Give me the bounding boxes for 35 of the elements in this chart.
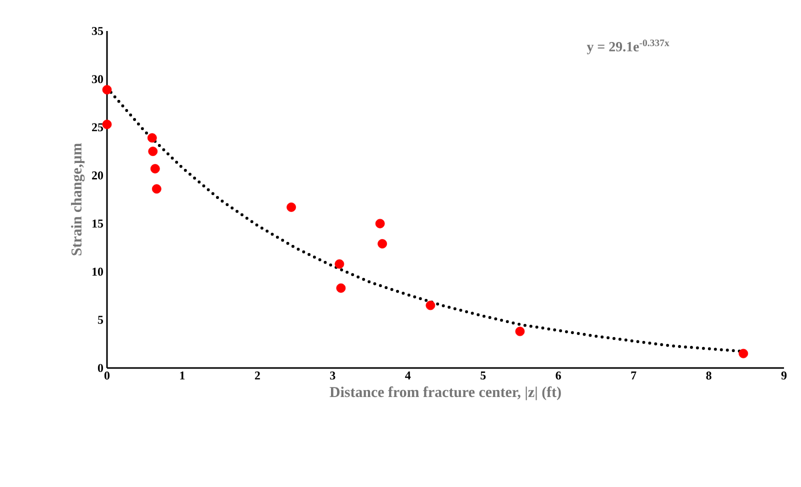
point	[148, 146, 158, 156]
point	[334, 259, 344, 269]
x-axis-title: Distance from fracture center, |z| (ft)	[330, 386, 561, 400]
point	[102, 120, 112, 130]
y-tick-label: 35	[92, 26, 104, 36]
point	[152, 184, 162, 194]
y-tick-label: 10	[92, 268, 104, 276]
x-tick-label: 8	[706, 372, 712, 380]
point	[147, 133, 157, 143]
point	[150, 164, 160, 174]
y-axis-title: Strain change,µm	[71, 143, 85, 256]
y-tick-label: 30	[92, 75, 104, 84]
x-tick-label: 5	[480, 372, 486, 380]
point	[738, 348, 748, 358]
x-tick-label: 1	[180, 372, 185, 380]
y-tick-label: 25	[92, 123, 104, 132]
x-tick-label: 9	[781, 372, 787, 380]
annotation: y = 29.1e$^{-0.337x}$	[586, 40, 670, 54]
x-tick-label: 6	[556, 372, 561, 380]
point	[286, 202, 296, 212]
point	[426, 300, 436, 310]
x-tick-label: 0	[104, 372, 110, 380]
point	[378, 239, 388, 248]
x-tick-label: 2	[254, 372, 260, 380]
y-tick-label: 0	[98, 364, 104, 372]
y-tick-label: 20	[92, 171, 104, 180]
x-tick-label: 3	[330, 372, 336, 380]
x-tick-label: 4	[405, 372, 411, 380]
y-tick-label: 15	[92, 220, 104, 228]
y-tick-label: 5	[98, 316, 104, 324]
x-tick-label: 7	[631, 372, 636, 380]
point	[336, 283, 346, 293]
point	[102, 85, 112, 94]
point	[515, 326, 525, 336]
point	[375, 218, 385, 228]
